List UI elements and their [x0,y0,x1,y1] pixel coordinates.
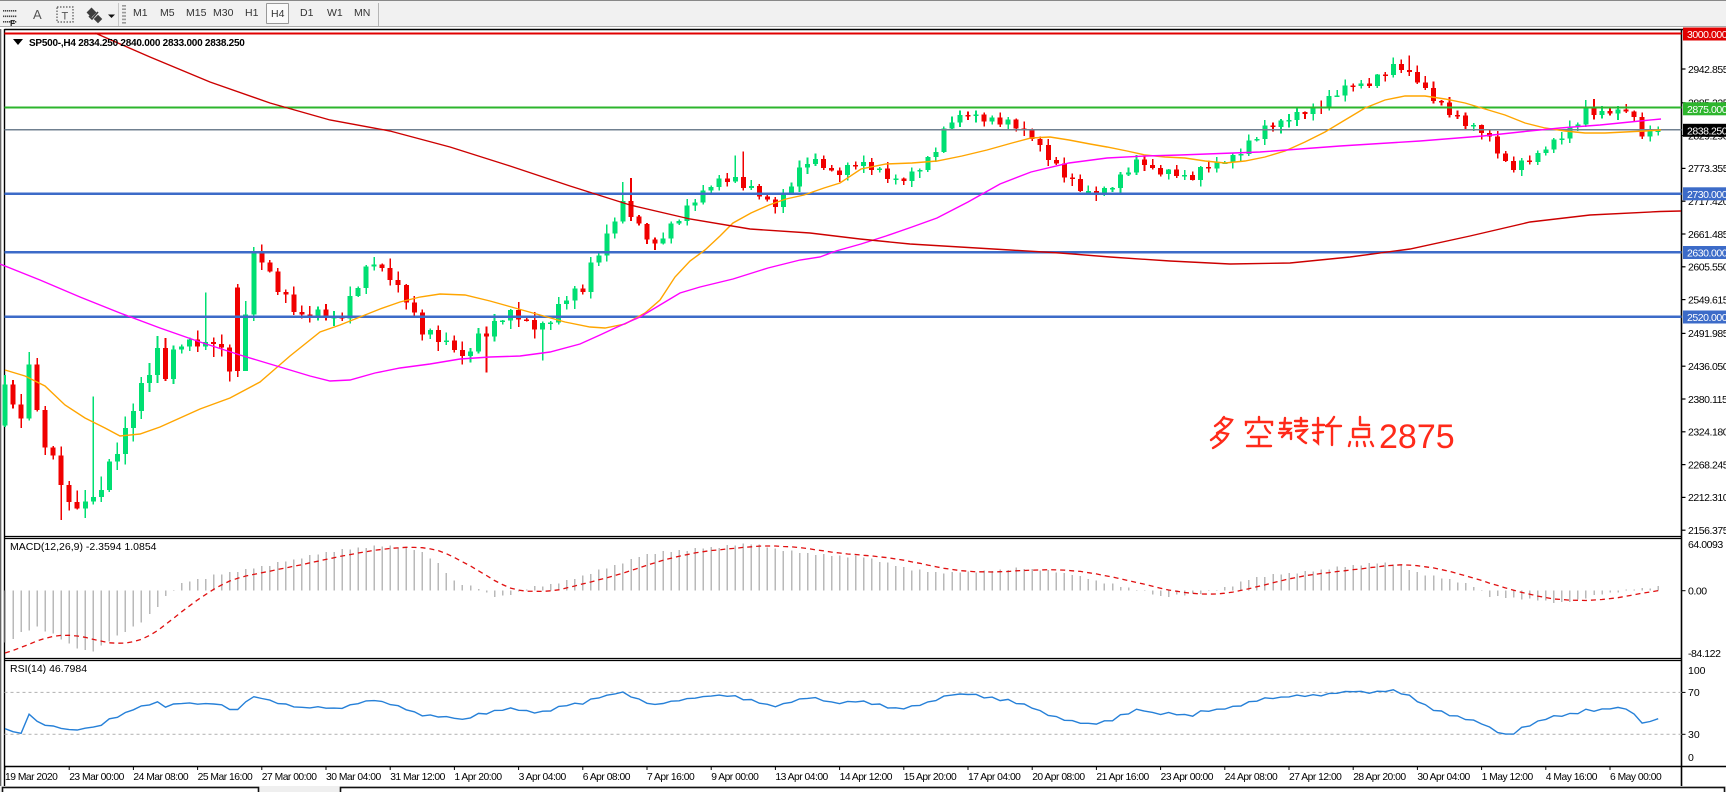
svg-text:24 Apr 08:00: 24 Apr 08:00 [1225,772,1278,783]
svg-text:27 Mar 00:00: 27 Mar 00:00 [262,772,317,783]
svg-text:30: 30 [1688,729,1700,741]
svg-text:SP500-,H4 2834.250 2840.000 2: SP500-,H4 2834.250 2840.000 2833.000 283… [29,38,245,49]
svg-text:3000.000: 3000.000 [1687,29,1726,41]
svg-text:7 Apr 16:00: 7 Apr 16:00 [647,772,695,783]
svg-text:1 May 12:00: 1 May 12:00 [1482,772,1534,783]
svg-text:14 Apr 12:00: 14 Apr 12:00 [840,772,893,783]
svg-text:2661.485: 2661.485 [1688,229,1726,241]
svg-text:15 Apr 20:00: 15 Apr 20:00 [904,772,957,783]
svg-text:3 Apr 04:00: 3 Apr 04:00 [519,772,567,783]
svg-text:30 Mar 04:00: 30 Mar 04:00 [326,772,381,783]
svg-text:6 May 00:00: 6 May 00:00 [1610,772,1662,783]
svg-text:23 Apr 00:00: 23 Apr 00:00 [1161,772,1214,783]
svg-text:2605.550: 2605.550 [1688,262,1726,274]
svg-text:RSI(14) 46.7984: RSI(14) 46.7984 [10,663,87,675]
svg-text:6 Apr 08:00: 6 Apr 08:00 [583,772,631,783]
svg-text:2436.050: 2436.050 [1688,361,1726,373]
svg-text:31 Mar 12:00: 31 Mar 12:00 [390,772,445,783]
svg-text:2324.180: 2324.180 [1688,427,1726,439]
svg-text:2549.615: 2549.615 [1688,294,1726,306]
svg-text:21 Apr 16:00: 21 Apr 16:00 [1096,772,1149,783]
svg-text:27 Apr 12:00: 27 Apr 12:00 [1289,772,1342,783]
svg-text:4 May 16:00: 4 May 16:00 [1546,772,1598,783]
svg-text:F: F [10,18,15,28]
svg-text:2730.000: 2730.000 [1687,189,1726,201]
svg-text:2268.245: 2268.245 [1688,459,1726,471]
svg-text:2156.375: 2156.375 [1688,525,1726,537]
svg-text:1 Apr 20:00: 1 Apr 20:00 [454,772,502,783]
svg-text:17 Apr 04:00: 17 Apr 04:00 [968,772,1021,783]
svg-text:T: T [62,11,69,23]
svg-text:0: 0 [1688,752,1694,764]
svg-text:25 Mar 16:00: 25 Mar 16:00 [198,772,253,783]
svg-text:2773.355: 2773.355 [1688,163,1726,175]
svg-text:2520.000: 2520.000 [1687,312,1726,324]
svg-text:2875: 2875 [1379,418,1455,456]
svg-text:2212.310: 2212.310 [1688,492,1726,504]
svg-text:2380.115: 2380.115 [1688,394,1726,406]
svg-text:2838.250: 2838.250 [1687,125,1726,137]
svg-text:2942.855: 2942.855 [1688,64,1726,76]
svg-text:2875.000: 2875.000 [1687,104,1726,116]
svg-text:28 Apr 20:00: 28 Apr 20:00 [1353,772,1406,783]
svg-text:24 Mar 08:00: 24 Mar 08:00 [133,772,188,783]
svg-text:19 Mar 2020: 19 Mar 2020 [5,772,58,783]
svg-text:100: 100 [1688,665,1706,677]
svg-text:13 Apr 04:00: 13 Apr 04:00 [775,772,828,783]
svg-text:2491.985: 2491.985 [1688,328,1726,340]
svg-text:70: 70 [1688,687,1700,699]
svg-text:-84.122: -84.122 [1688,648,1721,660]
svg-text:23 Mar 00:00: 23 Mar 00:00 [69,772,124,783]
svg-text:2630.000: 2630.000 [1687,248,1726,260]
svg-text:20 Apr 08:00: 20 Apr 08:00 [1032,772,1085,783]
svg-text:0.00: 0.00 [1688,586,1707,598]
svg-text:9 Apr 00:00: 9 Apr 00:00 [711,772,759,783]
svg-text:64.0093: 64.0093 [1688,539,1723,551]
svg-text:MACD(12,26,9) -2.3594 1.0854: MACD(12,26,9) -2.3594 1.0854 [10,541,157,553]
svg-text:30 Apr 04:00: 30 Apr 04:00 [1417,772,1470,783]
